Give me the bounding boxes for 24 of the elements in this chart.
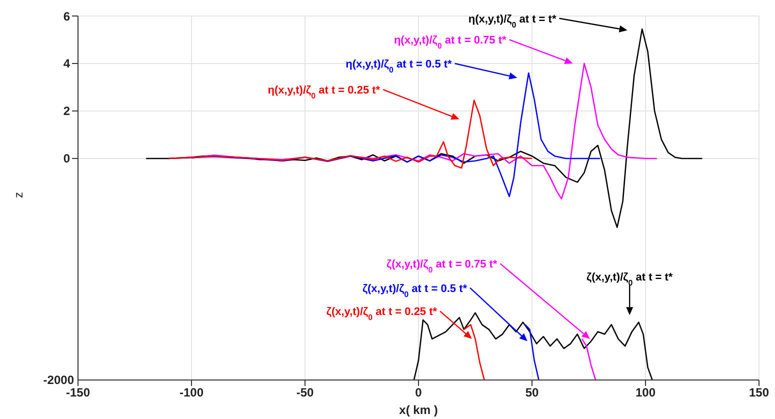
line-series [524, 324, 540, 380]
y-tick-label: 2 [63, 104, 70, 118]
text: ζ(x,y,t)/ζ$_{0}$ at t = 0.5 t* [362, 282, 468, 298]
y-tick-label: 4 [63, 56, 70, 71]
text: η(x,y,t)/ζ$_{0}$ at t = 0.75 t* [394, 34, 508, 50]
x-axis-title: x( km ) [399, 403, 438, 417]
text: ζ(x,y,t)/ζ$_{0}$ at t = 0.25 t* [326, 306, 438, 322]
text: ζ(x,y,t)/ζ$_{0}$ at t = 0.75 t* [386, 258, 498, 274]
x-tick-label: -150 [66, 386, 90, 400]
y-tick-label: 0 [63, 152, 70, 166]
x-tick-label: -50 [296, 386, 314, 400]
x-tick-label: 100 [635, 386, 656, 400]
x-tick-label: 0 [415, 386, 422, 400]
x-tick-label: -100 [179, 386, 204, 400]
text: -2000 [43, 373, 74, 387]
y-tick-label: 6 [63, 9, 70, 24]
line-series [168, 100, 533, 169]
y-axis-title: z [11, 192, 26, 198]
x-tick-label: 150 [748, 386, 770, 400]
line-series [463, 324, 485, 380]
legend-label: η(x,y,t)/ζ$_{0}$ at t = 0.5 t* [346, 58, 453, 74]
text: η(x,y,t)/ζ$_{0}$ at t = 0.25 t* [268, 84, 381, 100]
text: η(x,y,t)/ζ$_{0}$ at t = t* [468, 13, 557, 29]
x-tick-label: 50 [525, 386, 539, 400]
